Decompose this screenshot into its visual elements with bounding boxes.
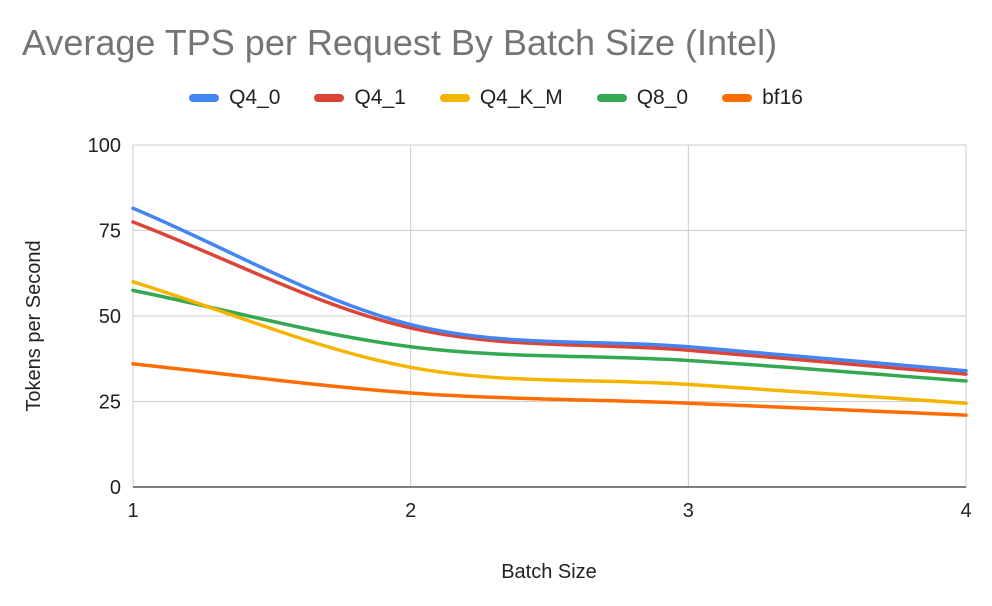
legend-item-q8-0[interactable]: Q8_0 bbox=[596, 86, 689, 110]
x-tick-label: 2 bbox=[405, 500, 416, 522]
legend-swatch bbox=[596, 94, 627, 102]
x-tick-label: 4 bbox=[960, 500, 971, 522]
legend-item-q4-1[interactable]: Q4_1 bbox=[314, 86, 406, 110]
y-axis-title: Tokens per Second bbox=[23, 240, 45, 411]
legend-label: bf16 bbox=[762, 86, 803, 109]
legend-swatch bbox=[314, 94, 345, 102]
legend-swatch bbox=[439, 94, 470, 102]
legend-label: Q4_K_M bbox=[479, 86, 563, 109]
legend-item-q4-k-m[interactable]: Q4_K_M bbox=[439, 86, 563, 110]
x-tick-label: 1 bbox=[127, 500, 138, 522]
axis-ticks: 0 25 50 75 100 1 2 3 4 bbox=[88, 135, 972, 522]
y-tick-label: 25 bbox=[99, 392, 121, 414]
y-tick-label: 100 bbox=[88, 135, 121, 157]
chart-title: Average TPS per Request By Batch Size (I… bbox=[22, 22, 778, 63]
y-tick-label: 0 bbox=[110, 477, 121, 499]
legend-label: Q8_0 bbox=[636, 86, 689, 109]
y-tick-label: 50 bbox=[99, 306, 121, 328]
series-line-bf16 bbox=[131, 362, 968, 417]
legend-swatch bbox=[722, 94, 753, 102]
x-axis-title: Batch Size bbox=[501, 561, 597, 583]
series-line-q8-0 bbox=[131, 288, 968, 383]
legend: Q4_0 Q4_1 Q4_K_M Q8_0 bf16 bbox=[0, 86, 992, 110]
series-line-q4-0 bbox=[131, 206, 968, 373]
series-line-q4-1 bbox=[131, 220, 968, 376]
y-tick-label: 75 bbox=[99, 221, 121, 243]
legend-item-q4-0[interactable]: Q4_0 bbox=[189, 86, 280, 110]
legend-label: Q4_0 bbox=[229, 86, 281, 109]
gridlines bbox=[132, 144, 967, 488]
legend-item-bf16[interactable]: bf16 bbox=[722, 86, 803, 110]
legend-swatch bbox=[189, 94, 220, 102]
x-tick-label: 3 bbox=[683, 500, 694, 522]
series-lines bbox=[131, 206, 968, 417]
series-line-q4-k-m bbox=[131, 280, 968, 405]
legend-label: Q4_1 bbox=[354, 86, 406, 109]
